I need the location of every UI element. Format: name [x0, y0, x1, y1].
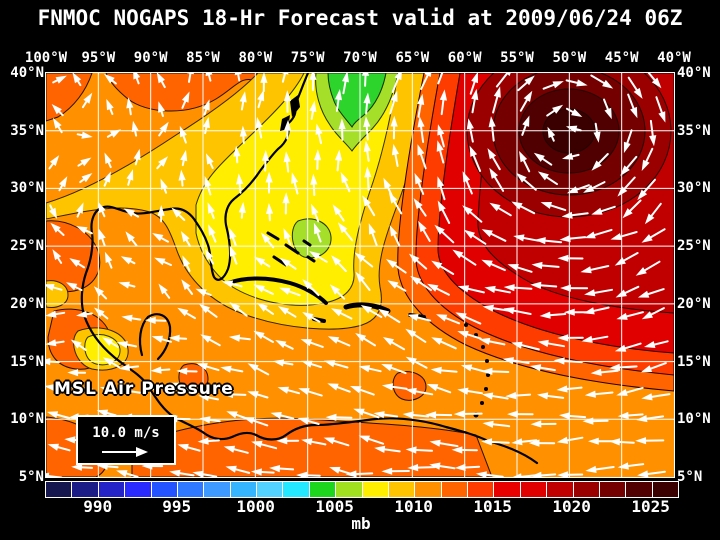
lon-tick-label: 45°W [604, 50, 639, 66]
colorbar-cell [520, 482, 548, 497]
colorbar-cell [125, 482, 152, 497]
lat-tick-label: 5°N [18, 469, 44, 485]
wind-speed-label: 10.0 m/s [92, 425, 160, 441]
lat-tick-label: 20°N [10, 295, 44, 312]
page-title: FNMOC NOGAPS 18-Hr Forecast valid at 200… [37, 6, 683, 30]
high-pressure-bands [397, 73, 674, 392]
wind-speed-arrow-icon [102, 447, 148, 457]
colorbar-cell [573, 482, 600, 497]
lat-tick-label: 35°N [677, 122, 711, 139]
colorbar-cell [46, 482, 73, 497]
colorbar-cell [468, 482, 495, 497]
colorbar-cell [177, 482, 205, 497]
lon-tick-label: 50°W [552, 50, 587, 66]
colorbar-cell [626, 482, 653, 497]
lat-tick-label: 5°N [677, 469, 703, 485]
colorbar-tick: 995 [162, 497, 192, 516]
colorbar-cell [388, 482, 416, 497]
colorbar-tick: 1000 [236, 497, 275, 516]
colorbar-unit-label: mb [351, 514, 371, 533]
colorbar-cell [72, 482, 99, 497]
lon-tick-label: 85°W [186, 50, 220, 66]
colorbar-cell [204, 482, 231, 497]
colorbar-cell [362, 482, 389, 497]
colorbar-tick: 1020 [552, 497, 591, 516]
colorbar-tick: 1025 [631, 497, 670, 516]
lat-tick-label: 30°N [677, 180, 711, 197]
colorbar-cell [599, 482, 627, 497]
lon-tick-label: 60°W [447, 50, 482, 66]
lon-tick-label: 100°W [24, 50, 68, 66]
lon-tick-label: 75°W [290, 50, 325, 66]
colorbar-cell [441, 482, 468, 497]
lon-tick-label: 70°W [343, 50, 377, 66]
lat-tick-label: 10°N [677, 411, 711, 428]
colorbar-cell [309, 482, 337, 497]
lat-tick-label: 35°N [10, 122, 44, 139]
lon-tick-label: 80°W [238, 50, 273, 66]
lat-tick-label: 10°N [10, 411, 44, 428]
colorbar-cell [151, 482, 178, 497]
lon-tick-label: 90°W [133, 50, 168, 66]
colorbar-cell [494, 482, 521, 497]
lat-tick-label: 25°N [677, 238, 711, 255]
colorbar-cell [652, 482, 678, 497]
lat-tick-label: 20°N [677, 295, 711, 312]
colorbar-tick: 1015 [473, 497, 512, 516]
colorbar-cell [547, 482, 574, 497]
lat-tick-label: 30°N [10, 180, 44, 197]
wind-speed-legend: 10.0 m/s [76, 415, 176, 465]
pressure-field-svg [46, 73, 674, 477]
colorbar-tick: 990 [83, 497, 113, 516]
colorbar-cell [283, 482, 310, 497]
lat-tick-label: 40°N [677, 65, 711, 81]
lat-tick-label: 15°N [10, 353, 44, 370]
colorbar-cell [230, 482, 257, 497]
lon-tick-label: 95°W [81, 50, 116, 66]
colorbar-cell [415, 482, 442, 497]
pressure-colorbar [45, 481, 679, 498]
wind-arrows [46, 73, 671, 477]
field-name-label: MSL Air Pressure [54, 379, 234, 399]
forecast-map: MSL Air Pressure 10.0 m/s [45, 72, 675, 478]
colorbar-cell [336, 482, 363, 497]
lon-tick-label: 65°W [395, 50, 430, 66]
lat-tick-label: 15°N [677, 353, 711, 370]
colorbar-cell [98, 482, 126, 497]
colorbar-tick: 1010 [394, 497, 433, 516]
lat-tick-label: 40°N [10, 65, 44, 81]
lat-tick-label: 25°N [10, 238, 44, 255]
lon-tick-label: 55°W [500, 50, 534, 66]
colorbar-cell [257, 482, 284, 497]
lon-tick-label: 40°W [657, 50, 691, 66]
colorbar-tick: 1005 [315, 497, 354, 516]
